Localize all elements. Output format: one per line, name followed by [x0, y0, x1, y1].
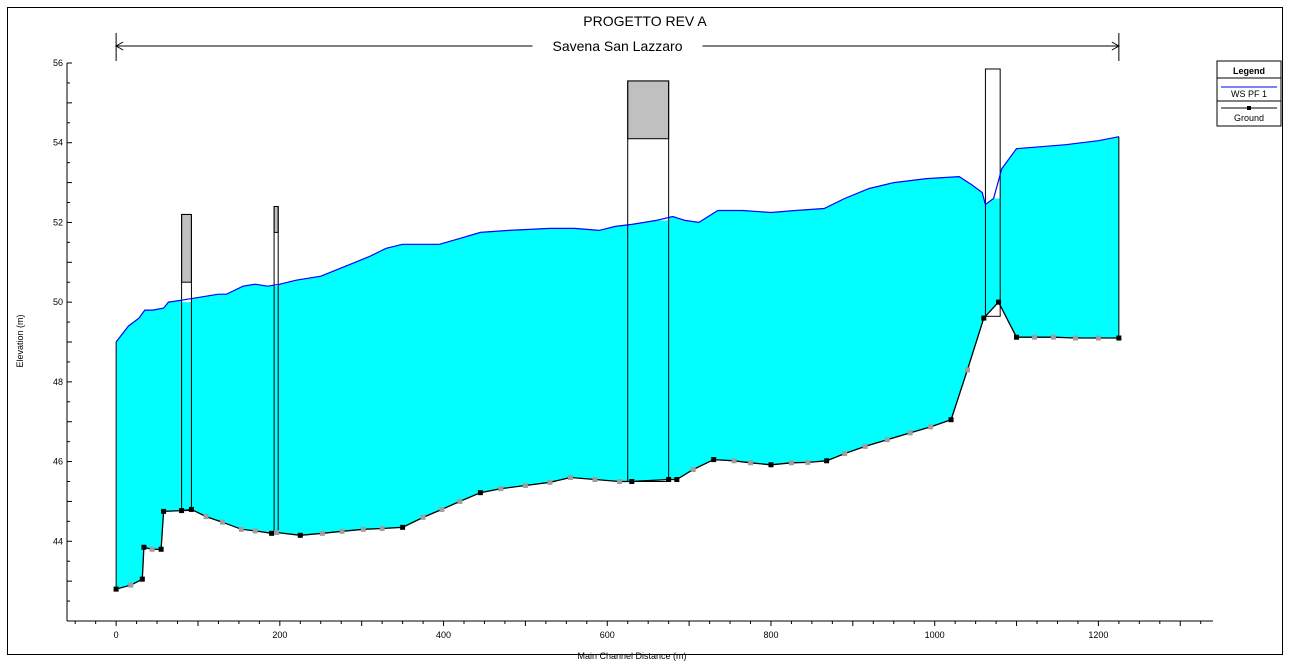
ground-point — [1116, 335, 1122, 341]
y-tick-label: 52 — [53, 217, 63, 227]
ground-point — [179, 508, 185, 514]
x-tick-label: 1000 — [925, 630, 945, 640]
ground-point — [203, 514, 209, 520]
ground-point — [1014, 334, 1020, 340]
ground-point — [768, 462, 774, 468]
y-axis-label: Elevation (m) — [15, 314, 25, 367]
ground-point — [592, 477, 598, 483]
ground-point — [824, 458, 830, 464]
bridge-outline-4 — [984, 68, 1001, 317]
outer-border — [7, 7, 1283, 655]
ground-point — [238, 526, 244, 532]
x-axis-label: Main Channel Distance (m) — [577, 651, 686, 661]
ground-point — [439, 506, 445, 512]
ground-point — [379, 526, 385, 532]
ground-point — [907, 430, 913, 436]
ground-point — [319, 530, 325, 536]
x-tick-label: 400 — [436, 630, 451, 640]
ground-point — [141, 544, 147, 550]
legend-title: Legend — [1233, 66, 1265, 76]
ground-point — [498, 486, 504, 492]
ground-point — [788, 460, 794, 466]
x-tick-label: 200 — [272, 630, 287, 640]
x-tick-label: 600 — [600, 630, 615, 640]
ground-point — [139, 576, 145, 582]
reach-arrow-left — [115, 41, 124, 51]
ground-point — [928, 424, 934, 430]
water-area — [116, 136, 1119, 590]
ground-point — [617, 479, 623, 484]
ground-point — [629, 479, 635, 484]
bridge-opening-4 — [985, 68, 1001, 199]
ground-point — [158, 546, 164, 552]
ground-point — [269, 530, 275, 536]
bridge-deck-3 — [627, 80, 670, 140]
ground-point — [1032, 334, 1038, 340]
reach-arrow-right — [1111, 41, 1120, 51]
bridge-opening-2 — [274, 232, 279, 287]
ground-point — [457, 498, 463, 504]
ground-point — [149, 546, 155, 552]
ground-point — [666, 477, 672, 483]
ground-point — [420, 514, 426, 520]
legend: Legend WS PF 1 Ground — [1216, 60, 1282, 127]
ground-point — [981, 315, 987, 321]
y-tick-label: 54 — [53, 138, 63, 148]
legend-entry-ground: Ground — [1234, 113, 1264, 123]
x-tick-label: 800 — [763, 630, 778, 640]
ws-line — [115, 136, 1120, 343]
y-tick-label: 48 — [53, 377, 63, 387]
ground-point — [274, 530, 280, 536]
bridge-outline-3 — [627, 80, 670, 483]
ground-point — [948, 417, 954, 423]
legend-ground-marker — [1247, 106, 1251, 110]
ground-point — [220, 519, 226, 525]
ground-point — [400, 524, 406, 530]
ground-point — [711, 457, 717, 463]
ground-point — [1095, 335, 1101, 341]
ground-point — [297, 532, 303, 538]
chart-title: PROGETTO REV A — [583, 13, 707, 29]
ground-point — [522, 482, 528, 488]
legend-box — [1216, 60, 1282, 127]
ground-point — [252, 528, 258, 534]
ground-point — [842, 451, 848, 457]
bridge-opening-3 — [627, 138, 669, 221]
ground-point — [1050, 334, 1056, 340]
bridge-opening-1 — [181, 282, 192, 303]
ground-point — [862, 443, 868, 449]
x-tick-label: 1200 — [1088, 630, 1108, 640]
y-tick-label: 44 — [53, 536, 63, 546]
bridge-deck-2 — [273, 205, 279, 233]
y-tick-label: 46 — [53, 457, 63, 467]
ground-point — [360, 526, 366, 532]
ground-point — [690, 467, 696, 473]
ground-point — [567, 475, 573, 481]
reach-label: Savena San Lazzaro — [553, 38, 683, 54]
ground-point — [748, 460, 754, 466]
ground-point — [996, 299, 1002, 305]
ground-point — [188, 506, 194, 512]
ground-point — [674, 477, 680, 483]
ground-point — [161, 508, 167, 514]
ground-point — [805, 459, 811, 465]
ground-point — [339, 528, 345, 534]
legend-entry-ws: WS PF 1 — [1231, 89, 1267, 99]
ground-point — [128, 582, 134, 588]
x-tick-label: 0 — [114, 630, 119, 640]
y-tick-label: 50 — [53, 297, 63, 307]
ground-point — [964, 367, 970, 373]
ground-point — [731, 458, 737, 464]
ground-point — [547, 479, 553, 485]
ground-point — [1072, 335, 1078, 341]
ground-point — [113, 586, 119, 592]
y-tick-label: 56 — [53, 58, 63, 68]
ground-point — [477, 490, 483, 496]
ground-point — [884, 437, 890, 443]
bridge-deck-1 — [181, 213, 192, 283]
